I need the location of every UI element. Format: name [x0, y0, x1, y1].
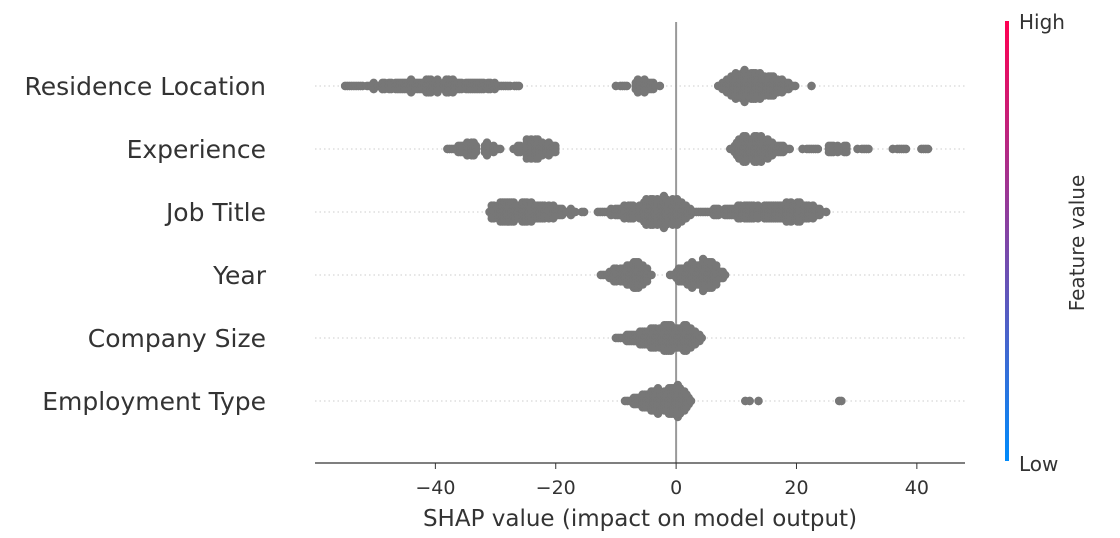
shap-point — [740, 65, 749, 75]
shap-point — [822, 207, 831, 217]
x-axis: −40 −20 0 20 40 — [315, 462, 965, 499]
shap-point — [864, 144, 873, 154]
x-tick-label: −20 — [536, 477, 576, 499]
shap-point — [642, 264, 652, 273]
x-tick-label: 40 — [905, 477, 929, 499]
feature-label: Job Title — [164, 198, 266, 227]
shap-point — [642, 277, 652, 286]
shap-point — [923, 144, 933, 154]
shap-point — [791, 81, 800, 91]
shap-point — [807, 81, 816, 91]
shap-point — [720, 270, 730, 280]
feature-label: Company Size — [88, 324, 266, 353]
shap-point — [516, 148, 525, 157]
feature-label: Residence Location — [24, 72, 266, 101]
shap-point — [697, 333, 706, 343]
shap-point — [837, 396, 846, 406]
feature-labels: Residence Location Experience Job Title Yea… — [24, 72, 266, 416]
shap-point — [471, 148, 481, 157]
feature-gridlines — [315, 85, 965, 402]
shap-point — [712, 280, 721, 289]
feature-label: Experience — [127, 135, 266, 164]
shap-point — [740, 97, 749, 107]
colorbar: High Low Feature value — [1005, 10, 1089, 476]
shap-point — [622, 81, 632, 91]
x-axis-title: SHAP value (impact on model output) — [423, 506, 857, 532]
shap-point — [756, 157, 766, 166]
shap-point — [571, 207, 580, 217]
shap-point — [579, 207, 589, 217]
shap-point — [551, 148, 560, 157]
shap-point — [647, 270, 656, 280]
colorbar-title: Feature value — [1065, 175, 1089, 312]
shap-point — [754, 396, 763, 406]
feature-label: Year — [212, 261, 267, 290]
shap-point — [496, 144, 505, 154]
shap-point — [514, 81, 524, 91]
shap-point — [628, 214, 638, 223]
x-tick-label: 20 — [784, 477, 808, 499]
shap-point — [756, 132, 766, 141]
shap-point — [901, 144, 911, 154]
shap-point — [655, 81, 665, 91]
beeswarm-points — [340, 65, 933, 422]
shap-point — [833, 148, 842, 157]
colorbar-gradient — [1005, 21, 1009, 461]
colorbar-high-label: High — [1019, 10, 1065, 34]
feature-label: Employment Type — [42, 387, 266, 416]
colorbar-low-label: Low — [1019, 452, 1058, 476]
shap-point — [842, 148, 851, 157]
shap-point — [686, 396, 696, 406]
x-tick-label: −40 — [415, 477, 455, 499]
shap-point — [628, 201, 638, 210]
shap-point — [785, 144, 794, 154]
x-tick-label: 0 — [670, 477, 682, 499]
shap-point — [745, 396, 754, 406]
shap-point — [813, 144, 823, 154]
shap-point — [712, 261, 721, 270]
shap-point — [714, 211, 723, 220]
